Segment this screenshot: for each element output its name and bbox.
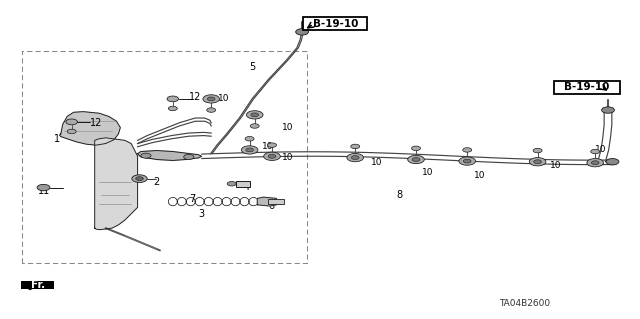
Text: 10: 10	[550, 161, 562, 170]
Circle shape	[459, 157, 476, 165]
Circle shape	[351, 156, 359, 160]
Circle shape	[268, 154, 276, 158]
Circle shape	[37, 184, 50, 191]
Circle shape	[250, 124, 259, 128]
Circle shape	[184, 154, 194, 160]
Text: Fr.: Fr.	[31, 280, 45, 290]
Circle shape	[408, 155, 424, 164]
Circle shape	[463, 159, 471, 163]
Polygon shape	[95, 138, 138, 230]
Circle shape	[227, 182, 236, 186]
Text: 10: 10	[371, 158, 383, 167]
Circle shape	[246, 148, 253, 152]
Text: B-19-10: B-19-10	[313, 19, 358, 29]
Text: 5: 5	[250, 62, 256, 72]
Circle shape	[136, 177, 143, 181]
Text: 10: 10	[262, 142, 274, 151]
Circle shape	[168, 106, 177, 111]
Circle shape	[167, 96, 179, 102]
Text: 10: 10	[595, 145, 607, 154]
Circle shape	[207, 108, 216, 112]
Circle shape	[529, 158, 546, 166]
Text: 10: 10	[282, 153, 293, 162]
Circle shape	[606, 159, 619, 165]
Text: TA04B2600: TA04B2600	[499, 299, 550, 308]
Circle shape	[245, 137, 254, 141]
Text: 7: 7	[189, 194, 195, 204]
Polygon shape	[257, 197, 276, 206]
Circle shape	[587, 159, 604, 167]
Text: 6: 6	[269, 201, 275, 211]
Circle shape	[67, 129, 76, 134]
FancyBboxPatch shape	[21, 281, 54, 289]
Text: 8: 8	[397, 189, 403, 200]
Circle shape	[591, 149, 600, 154]
Circle shape	[296, 29, 308, 35]
Text: 10: 10	[422, 168, 434, 177]
Text: 10: 10	[282, 123, 293, 132]
Text: 4: 4	[243, 182, 250, 192]
Circle shape	[347, 153, 364, 162]
Circle shape	[412, 158, 420, 161]
Circle shape	[246, 111, 263, 119]
Circle shape	[132, 175, 147, 182]
Text: 9: 9	[144, 151, 150, 161]
Text: 12: 12	[90, 118, 102, 128]
Circle shape	[241, 146, 258, 154]
Circle shape	[602, 107, 614, 113]
Circle shape	[66, 119, 77, 125]
Text: B-19-10: B-19-10	[564, 82, 609, 93]
Circle shape	[141, 153, 151, 158]
Circle shape	[463, 148, 472, 152]
Text: 12: 12	[189, 92, 201, 102]
Circle shape	[534, 160, 541, 164]
FancyBboxPatch shape	[236, 181, 250, 187]
Circle shape	[351, 144, 360, 149]
FancyBboxPatch shape	[554, 81, 620, 94]
Text: 11: 11	[38, 186, 51, 197]
Circle shape	[251, 113, 259, 117]
Text: 10: 10	[474, 171, 485, 180]
Text: 10: 10	[218, 94, 229, 103]
Polygon shape	[60, 112, 120, 145]
Circle shape	[591, 161, 599, 165]
Circle shape	[207, 97, 215, 101]
FancyBboxPatch shape	[303, 17, 367, 30]
Polygon shape	[138, 151, 202, 160]
Circle shape	[264, 152, 280, 160]
Text: 2: 2	[154, 177, 160, 187]
Circle shape	[533, 148, 542, 153]
FancyBboxPatch shape	[268, 199, 284, 204]
Text: 1: 1	[54, 134, 61, 144]
Circle shape	[268, 143, 276, 147]
Text: 3: 3	[198, 209, 205, 219]
Circle shape	[203, 95, 220, 103]
Circle shape	[412, 146, 420, 151]
